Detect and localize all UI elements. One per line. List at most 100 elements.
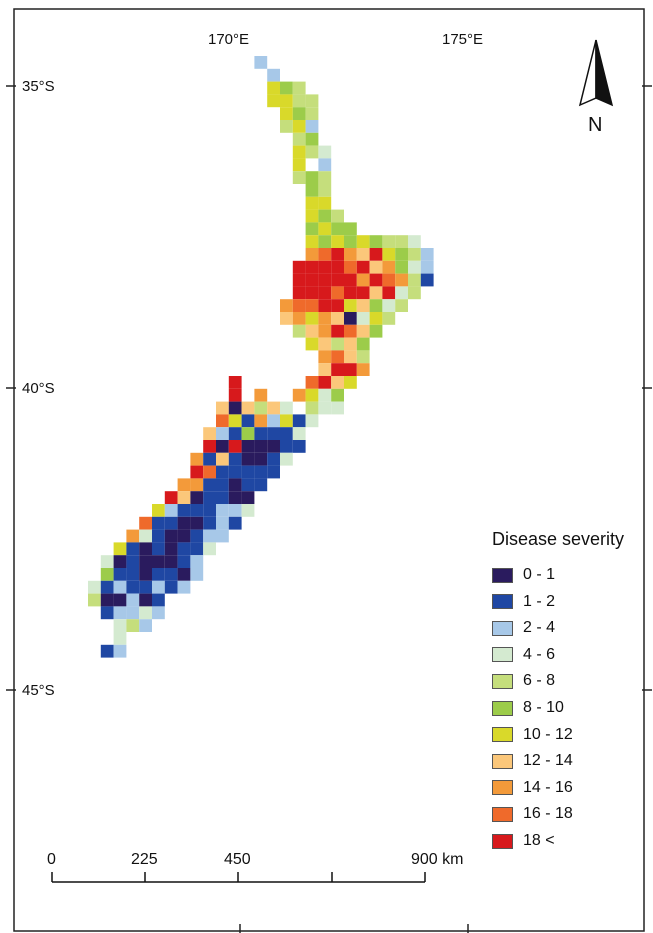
grid-cell — [254, 389, 267, 402]
scale-label-225: 225 — [131, 851, 158, 869]
grid-cell — [139, 581, 152, 594]
grid-cell — [293, 171, 306, 184]
grid-cell — [178, 542, 191, 555]
grid-cell — [306, 133, 319, 146]
legend-item: 2 - 4 — [492, 618, 555, 638]
grid-cell — [370, 248, 383, 261]
grid-cell — [306, 389, 319, 402]
grid-cell — [280, 94, 293, 107]
latitude-label-45s: 45°S — [22, 682, 55, 699]
grid-cell — [306, 235, 319, 248]
legend-item: 4 - 6 — [492, 645, 555, 665]
grid-cell — [344, 325, 357, 338]
grid-cell — [254, 414, 267, 427]
grid-cell — [190, 542, 203, 555]
grid-cell — [331, 222, 344, 235]
grid-cell — [267, 427, 280, 440]
grid-cell — [357, 312, 370, 325]
grid-cell — [382, 261, 395, 274]
grid-cell — [395, 286, 408, 299]
grid-cell — [101, 606, 114, 619]
grid-cell — [344, 222, 357, 235]
scale-label-900km: 900 km — [411, 851, 463, 869]
grid-cell — [344, 299, 357, 312]
grid-cell — [190, 466, 203, 479]
grid-cell — [267, 82, 280, 95]
severity-grid — [88, 56, 434, 658]
grid-cell — [344, 376, 357, 389]
grid-cell — [152, 594, 165, 607]
grid-cell — [190, 530, 203, 543]
grid-cell — [203, 453, 216, 466]
grid-cell — [318, 299, 331, 312]
grid-cell — [408, 261, 421, 274]
grid-cell — [190, 517, 203, 530]
grid-cell — [370, 299, 383, 312]
grid-cell — [242, 466, 255, 479]
grid-cell — [370, 325, 383, 338]
grid-cell — [114, 619, 127, 632]
grid-cell — [101, 645, 114, 658]
grid-cell — [229, 491, 242, 504]
grid-cell — [306, 94, 319, 107]
grid-cell — [178, 517, 191, 530]
grid-cell — [216, 478, 229, 491]
grid-cell — [101, 594, 114, 607]
grid-cell — [318, 261, 331, 274]
grid-cell — [357, 350, 370, 363]
grid-cell — [382, 299, 395, 312]
legend-label: 14 - 16 — [523, 779, 573, 797]
legend-label: 6 - 8 — [523, 672, 555, 690]
grid-cell — [370, 261, 383, 274]
grid-cell — [229, 466, 242, 479]
grid-cell — [344, 274, 357, 287]
grid-cell — [165, 555, 178, 568]
legend-item: 10 - 12 — [492, 725, 573, 745]
grid-cell — [331, 325, 344, 338]
grid-cell — [331, 350, 344, 363]
grid-cell — [331, 274, 344, 287]
legend-item: 8 - 10 — [492, 698, 564, 718]
grid-cell — [178, 555, 191, 568]
legend-swatch — [492, 594, 513, 609]
grid-cell — [229, 517, 242, 530]
grid-cell — [344, 261, 357, 274]
grid-cell — [318, 286, 331, 299]
grid-cell — [318, 325, 331, 338]
grid-cell — [216, 414, 229, 427]
grid-cell — [203, 517, 216, 530]
grid-cell — [293, 325, 306, 338]
grid-cell — [126, 594, 139, 607]
grid-cell — [203, 504, 216, 517]
grid-cell — [280, 440, 293, 453]
grid-cell — [267, 69, 280, 82]
grid-cell — [216, 466, 229, 479]
legend-swatch — [492, 621, 513, 636]
grid-cell — [408, 274, 421, 287]
grid-cell — [190, 453, 203, 466]
grid-cell — [165, 542, 178, 555]
grid-cell — [395, 274, 408, 287]
grid-cell — [152, 606, 165, 619]
grid-cell — [318, 197, 331, 210]
grid-cell — [229, 440, 242, 453]
grid-cell — [178, 568, 191, 581]
grid-cell — [178, 504, 191, 517]
north-arrow-label: N — [588, 114, 602, 137]
grid-cell — [357, 274, 370, 287]
grid-cell — [190, 478, 203, 491]
grid-cell — [242, 402, 255, 415]
grid-cell — [306, 325, 319, 338]
grid-cell — [306, 261, 319, 274]
grid-cell — [152, 504, 165, 517]
grid-cell — [242, 504, 255, 517]
grid-cell — [293, 261, 306, 274]
grid-cell — [126, 606, 139, 619]
grid-cell — [293, 389, 306, 402]
grid-cell — [395, 261, 408, 274]
grid-cell — [331, 286, 344, 299]
grid-cell — [254, 427, 267, 440]
grid-cell — [152, 568, 165, 581]
grid-cell — [318, 402, 331, 415]
grid-cell — [306, 338, 319, 351]
